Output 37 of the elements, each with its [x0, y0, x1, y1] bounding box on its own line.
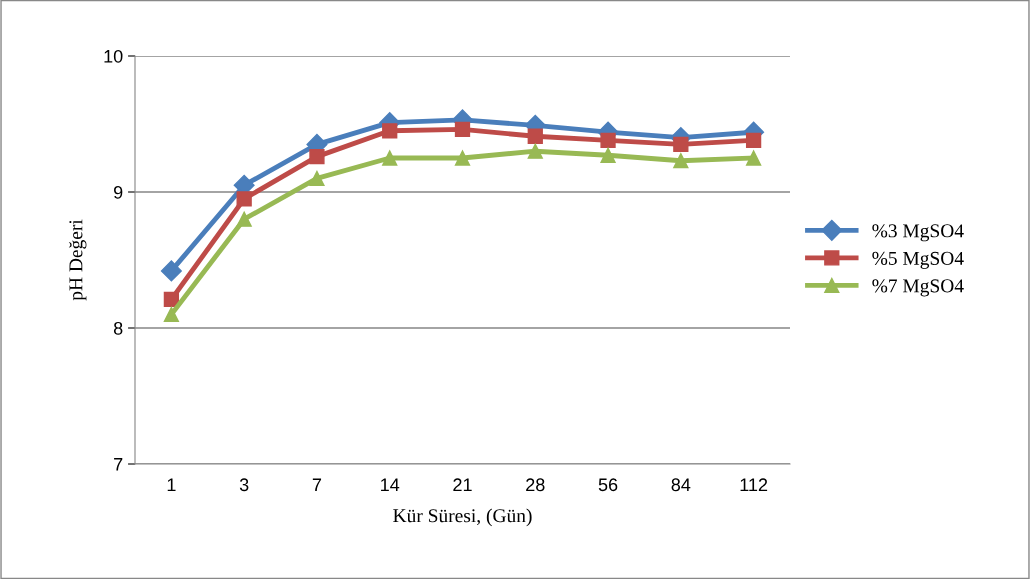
point	[673, 153, 689, 169]
legend-label: %7 MgSO4	[872, 279, 964, 297]
legend-label: %3 MgSO4	[872, 224, 964, 242]
x-tick-label: 28	[526, 478, 545, 492]
x-tick-label: 14	[381, 478, 400, 491]
x-tick-label: 7	[312, 478, 322, 491]
x-axis-title: Kür Süresi, (Gün)	[393, 508, 532, 527]
y-tick-label: 9	[114, 185, 123, 199]
point	[454, 121, 471, 138]
point	[309, 170, 325, 187]
y-tick-label: 7	[114, 458, 123, 471]
point	[236, 191, 252, 207]
x-tick-label: 1	[167, 478, 176, 491]
x-tick-label: 21	[453, 478, 472, 491]
point	[745, 132, 762, 148]
x-tick-label: 84	[671, 478, 691, 492]
point	[745, 150, 762, 166]
point	[673, 136, 689, 153]
x-tick-label: 56	[598, 478, 618, 492]
point	[382, 150, 398, 166]
y-tick-label: 10	[104, 49, 123, 63]
point	[527, 143, 543, 159]
legend-label: %5 MgSO4	[872, 251, 964, 269]
point	[600, 132, 616, 148]
point	[163, 306, 180, 323]
point	[163, 291, 180, 308]
y-axis-title: pH Değeri	[68, 219, 87, 301]
point	[236, 211, 252, 227]
point	[309, 149, 325, 165]
point	[382, 123, 398, 139]
x-tick-label: 112	[740, 478, 768, 491]
point	[600, 147, 616, 163]
point	[454, 150, 471, 166]
point	[160, 260, 182, 282]
point	[527, 128, 543, 144]
x-tick-label: 3	[239, 478, 249, 492]
y-tick-label: 8	[113, 321, 123, 335]
